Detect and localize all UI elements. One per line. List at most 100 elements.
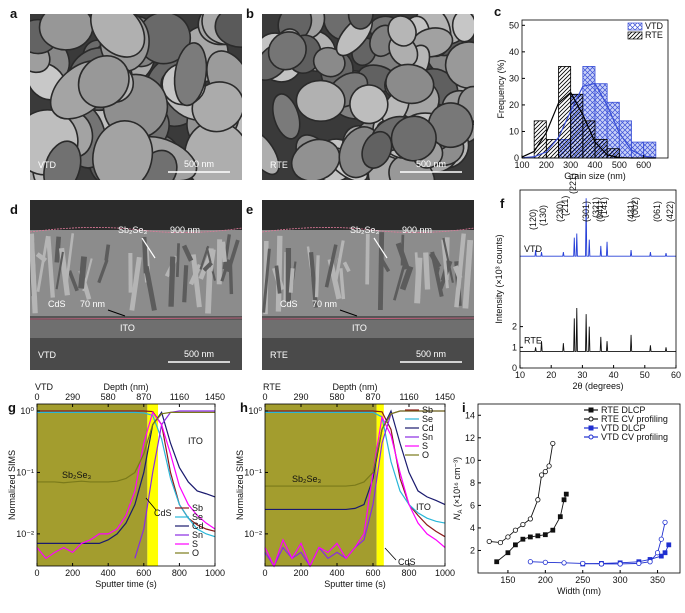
series-line xyxy=(520,198,676,257)
series-line xyxy=(265,410,446,538)
texture xyxy=(202,261,213,272)
surface xyxy=(30,227,242,233)
x-tick-label: 600 xyxy=(136,568,151,578)
peak-label: (141) xyxy=(599,197,609,218)
texture xyxy=(462,239,474,309)
texture xyxy=(429,252,442,269)
arrow xyxy=(339,309,358,317)
y-axis-label: Normalized SIMS xyxy=(7,450,17,520)
grain xyxy=(90,14,146,58)
x2-tick-label: 0 xyxy=(34,392,39,402)
layer-label: Sb₂Se₃ xyxy=(350,225,380,235)
y-axis-label: Intensity (×10³ counts) xyxy=(494,234,504,323)
marker xyxy=(542,532,548,538)
grain xyxy=(290,138,341,180)
chart: 0 200 400 600 800 1000 0 290 580 870 1160 1450 10⁰ 10… xyxy=(7,382,225,589)
x2-tick-label: 0 xyxy=(262,392,267,402)
annotation-arrow xyxy=(384,547,397,561)
texture xyxy=(220,241,227,263)
cds-layer xyxy=(262,316,474,320)
x-tick-label: 100 xyxy=(514,160,529,170)
substrate-label: ITO xyxy=(352,323,367,333)
texture xyxy=(182,265,189,303)
y-axis-label: NA (×10¹⁶ cm⁻³) xyxy=(452,457,464,520)
series-line xyxy=(265,410,445,487)
sample-label: VTD xyxy=(38,160,57,170)
x-tick-label: 600 xyxy=(636,160,651,170)
texture xyxy=(129,256,142,311)
ito-layer xyxy=(262,320,474,338)
texture xyxy=(423,252,431,290)
region xyxy=(376,404,384,566)
x-tick-label: 60 xyxy=(671,370,681,380)
legend-swatch xyxy=(627,31,643,40)
marker xyxy=(563,491,569,497)
marker xyxy=(527,534,533,540)
legend-marker xyxy=(588,416,594,422)
panel-letter: c xyxy=(494,4,501,19)
peak-label: (120) xyxy=(528,209,538,230)
marker xyxy=(497,539,504,546)
layer-label: Sb₂Se₃ xyxy=(118,225,148,235)
micrograph xyxy=(262,200,474,370)
legend-label: Sb xyxy=(422,405,433,415)
x2-tick-label: 580 xyxy=(329,392,344,402)
grain xyxy=(262,130,280,176)
x2-tick-label: 1450 xyxy=(205,392,225,402)
grain xyxy=(92,120,154,180)
grain xyxy=(387,15,417,47)
texture xyxy=(365,233,370,285)
series-line xyxy=(264,414,446,568)
texture xyxy=(36,235,49,292)
x-axis-label: Grain size (nm) xyxy=(564,171,626,181)
sample-label: RTE xyxy=(270,160,288,170)
texture xyxy=(441,239,449,289)
legend-swatch xyxy=(627,22,643,31)
legend-label: VTD xyxy=(645,21,664,31)
marker xyxy=(557,514,563,520)
micrograph xyxy=(30,14,242,180)
legend-label: RTE DLCP xyxy=(601,405,645,415)
legend-label: Cd xyxy=(422,423,434,433)
sample-label: VTD xyxy=(38,350,57,360)
x2-tick-label: 290 xyxy=(65,392,80,402)
y-tick-label: 10⁻² xyxy=(244,529,262,539)
y-tick-label: 6 xyxy=(470,500,475,510)
grain xyxy=(272,93,301,140)
legend-label: S xyxy=(422,441,428,451)
legend-label: O xyxy=(192,548,199,558)
region xyxy=(37,404,148,566)
grain xyxy=(427,102,474,149)
annotation: Sb₂Se₃ xyxy=(62,470,92,480)
series-line xyxy=(37,411,216,538)
x2-tick-label: 290 xyxy=(293,392,308,402)
marker xyxy=(658,553,664,559)
marker xyxy=(546,463,552,469)
panel-letter: f xyxy=(500,196,505,211)
x2-axis-label: Depth (nm) xyxy=(103,382,148,392)
glass xyxy=(262,338,474,370)
annotation: Sb₂Se₃ xyxy=(292,474,322,484)
texture xyxy=(314,255,320,298)
glass xyxy=(30,338,242,370)
x2-tick-label: 870 xyxy=(365,392,380,402)
panel-letter: a xyxy=(10,6,18,21)
region xyxy=(265,404,377,566)
peak-label: (041) xyxy=(595,201,605,222)
marker xyxy=(494,559,500,565)
annotation: CdS xyxy=(154,508,172,518)
grain xyxy=(214,14,242,48)
x-tick-label: 0 xyxy=(262,568,267,578)
legend-label: O xyxy=(422,450,429,460)
texture xyxy=(393,264,406,301)
marker xyxy=(561,497,567,503)
y-tick-label: 2 xyxy=(470,545,475,555)
arrow xyxy=(107,309,126,317)
bar xyxy=(558,66,572,159)
surface xyxy=(262,227,474,233)
texture xyxy=(46,236,55,298)
marker xyxy=(527,559,533,565)
texture xyxy=(181,244,194,262)
x-axis-label: 2θ (degrees) xyxy=(572,381,623,391)
x-tick-label: 400 xyxy=(101,568,116,578)
